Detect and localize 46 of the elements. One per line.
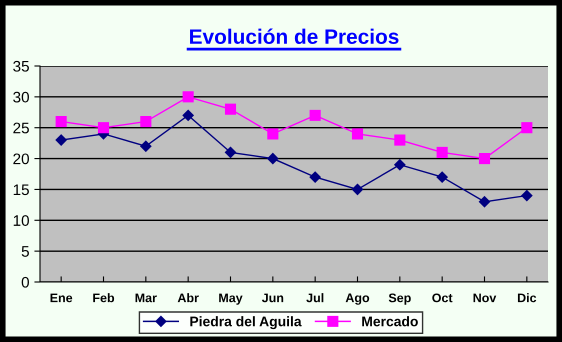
point — [310, 171, 321, 183]
x-tick-label: Mar — [136, 294, 157, 302]
legend-label: Piedra del Aguila — [190, 316, 302, 330]
y-tick-label: 20 — [13, 153, 29, 164]
point — [352, 128, 364, 140]
y-tick-label: 0 — [22, 276, 29, 288]
x-tick-label: Jun — [262, 294, 284, 302]
x-tick-label: Jul — [306, 293, 324, 302]
x-tick-label: May — [219, 294, 243, 305]
point — [140, 140, 152, 152]
point — [56, 116, 67, 128]
point — [182, 91, 194, 102]
point — [394, 159, 406, 170]
x-tick-label: Ago — [346, 294, 370, 305]
x-tick-label: Abr — [178, 293, 199, 302]
y-tick-label: 15 — [14, 184, 29, 196]
point — [98, 122, 110, 134]
chart-title: Evolución de Precios — [190, 28, 399, 44]
point — [436, 171, 448, 183]
point — [140, 116, 152, 128]
x-tick-label: Oct — [432, 293, 452, 302]
point — [436, 146, 448, 158]
point — [352, 184, 364, 196]
x-tick-label: Feb — [93, 293, 114, 302]
point — [521, 190, 532, 202]
x-tick-label: Ene — [50, 294, 72, 302]
y-tick-label: 25 — [13, 122, 29, 134]
point — [521, 122, 532, 134]
point — [394, 134, 406, 146]
point — [224, 146, 236, 158]
point — [310, 110, 321, 121]
point — [267, 128, 278, 140]
legend-label: Mercado — [362, 316, 418, 326]
point — [56, 134, 67, 146]
x-tick-label: Nov — [474, 294, 496, 302]
y-tick-label: 5 — [22, 246, 29, 257]
point — [478, 196, 490, 208]
x-tick-label: Sep — [388, 293, 411, 305]
y-tick-label: 30 — [13, 92, 29, 103]
point — [224, 104, 236, 115]
point — [182, 110, 194, 121]
y-tick-label: 10 — [14, 215, 29, 226]
x-tick-label: Dic — [518, 293, 536, 302]
point — [267, 152, 278, 164]
point — [478, 153, 490, 164]
y-tick-label: 35 — [13, 60, 29, 72]
